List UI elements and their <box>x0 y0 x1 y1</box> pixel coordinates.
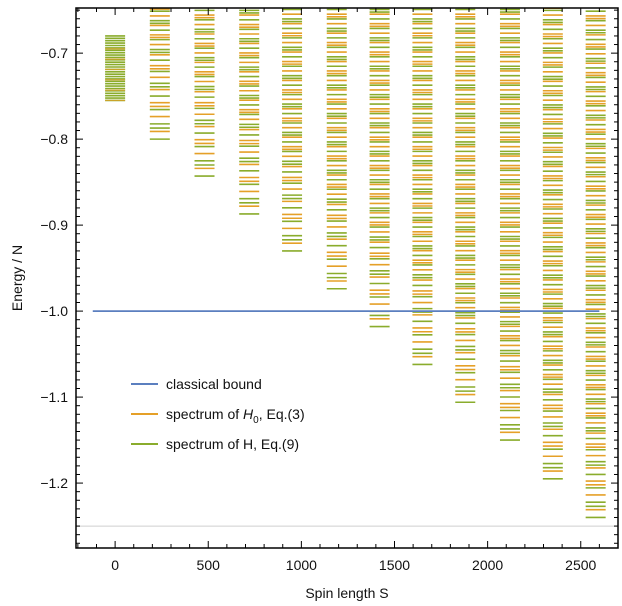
x-axis-label: Spin length S <box>305 585 388 601</box>
y-tick-label: −1.1 <box>40 389 68 405</box>
spectrum-column <box>369 8 390 328</box>
legend-background <box>122 368 392 464</box>
x-tick-label: 1000 <box>286 557 317 573</box>
plot-frame <box>75 7 619 549</box>
legend-label-classical-bound: classical bound <box>166 376 262 392</box>
spectrum-column <box>149 8 170 140</box>
spectrum-column <box>326 8 347 290</box>
legend-label-spectrum-h0: spectrum of H0, Eq.(3) <box>166 406 305 426</box>
x-tick-label: 500 <box>197 557 221 573</box>
y-tick-label: −0.9 <box>40 217 68 233</box>
legend-label-spectrum-h0-sub: 0 <box>253 415 259 426</box>
legend: classical bound spectrum of H0, Eq.(3) s… <box>122 368 392 464</box>
x-tick-label: 1500 <box>379 557 410 573</box>
legend-label-spectrum-h: spectrum of H, Eq.(9) <box>166 436 299 452</box>
spectrum-column <box>455 8 476 404</box>
legend-label-spectrum-h0-main: spectrum of <box>166 406 243 422</box>
y-tick-label: −0.7 <box>40 45 68 61</box>
y-tick-label: −1.2 <box>40 475 68 491</box>
spectrum-column <box>542 8 563 480</box>
spectrum-column <box>585 10 606 519</box>
axes: 0 500 1000 1500 2000 2500 −0.7 −0.8 −0.9 −1.0 −1.1… <box>9 7 619 601</box>
spectrum-column <box>105 35 126 102</box>
y-tick-label: −1.0 <box>40 303 68 319</box>
x-tick-label: 0 <box>111 557 119 573</box>
plot-marks <box>76 8 618 527</box>
spectrum-column <box>194 9 215 177</box>
spectrum-column <box>239 9 260 215</box>
x-tick-label: 2500 <box>565 557 596 573</box>
legend-label-spectrum-h0-symbol: H <box>243 406 254 422</box>
spectrum-column <box>499 8 520 441</box>
legend-label-spectrum-h0-tail: , Eq.(3) <box>259 406 305 422</box>
spectrum-column <box>282 8 303 252</box>
y-axis-label: Energy / N <box>9 245 25 311</box>
x-tick-label: 2000 <box>472 557 503 573</box>
spectrum-column <box>412 8 433 366</box>
y-tick-label: −0.8 <box>40 131 68 147</box>
